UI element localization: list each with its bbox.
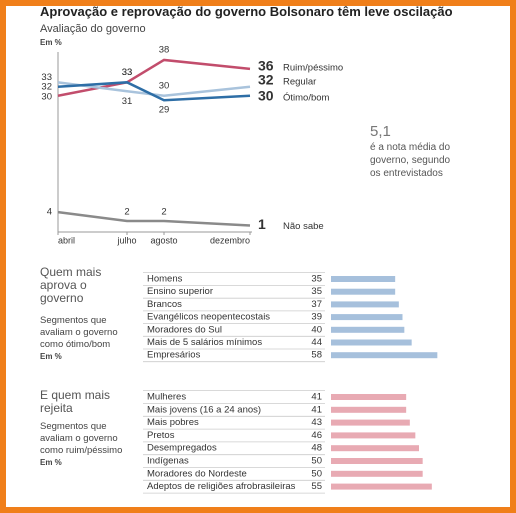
unit-label: Em % [40, 38, 62, 47]
value-label: 39 [311, 312, 322, 323]
category-label: Empresários [147, 350, 201, 361]
unit-label: Em % [40, 458, 62, 467]
bar [331, 352, 438, 359]
category-label: Moradores do Nordeste [147, 468, 247, 479]
value-label: 33 [122, 67, 133, 78]
x-tick-label: julho [116, 235, 136, 245]
value-label: 35 [311, 286, 322, 297]
value-label: 35 [311, 274, 322, 285]
category-label: Moradores do Sul [147, 324, 222, 335]
end-value-label: 32 [258, 72, 274, 88]
bar-title: E quem mais rejeita [40, 388, 111, 415]
x-tick-label: agosto [150, 235, 177, 245]
bar [331, 276, 396, 282]
bar [331, 445, 419, 452]
value-label: 4 [47, 207, 52, 218]
value-label: 41 [311, 392, 322, 403]
end-value-label: 1 [258, 216, 266, 232]
bar [331, 432, 416, 439]
series-line [57, 81, 251, 102]
value-label: 2 [161, 207, 166, 218]
legend-label: Ótimo/bom [283, 92, 330, 103]
category-label: Mais pobres [147, 417, 199, 428]
value-label: 29 [159, 105, 170, 116]
value-label: 30 [41, 91, 52, 102]
value-label: 32 [41, 81, 52, 92]
value-label: 50 [311, 468, 322, 479]
value-label: 41 [311, 404, 322, 415]
bar [331, 301, 399, 308]
value-label: 38 [159, 44, 170, 55]
bar [331, 419, 410, 426]
category-label: Mulheres [147, 392, 186, 403]
bar [331, 326, 405, 333]
value-label: 50 [311, 456, 322, 467]
value-label: 48 [311, 443, 322, 454]
value-label: 43 [311, 417, 322, 428]
value-label: 30 [159, 80, 170, 91]
category-label: Brancos [147, 299, 182, 310]
end-value-label: 30 [258, 87, 274, 103]
legend-label: Regular [283, 76, 316, 87]
category-label: Ensino superior [147, 286, 213, 297]
category-label: Pretos [147, 430, 175, 441]
value-label: 33 [41, 72, 52, 83]
category-label: Mais jovens (16 a 24 anos) [147, 404, 261, 415]
legend-label: Ruim/péssimo [283, 62, 343, 73]
note-value: 5,1 [370, 123, 391, 140]
bar [331, 288, 396, 295]
bar [331, 483, 432, 490]
bar-subtitle: Segmentos que avaliam o governo como óti… [40, 315, 118, 350]
bar [331, 339, 412, 346]
bar [331, 470, 423, 477]
value-label: 58 [311, 350, 322, 361]
series-line [57, 81, 251, 98]
subtitle: Avaliação do governo [40, 23, 146, 35]
x-tick-label: dezembro [210, 235, 250, 245]
category-label: Mais de 5 salários mínimos [147, 337, 262, 348]
series-line [57, 210, 251, 227]
value-label: 55 [311, 481, 322, 492]
bar [331, 394, 407, 400]
value-label: 37 [311, 299, 322, 310]
bar-subtitle: Segmentos que avaliam o governo como rui… [40, 421, 123, 456]
series-line [57, 58, 251, 97]
category-label: Evangélicos neopentecostais [147, 312, 270, 323]
bar [331, 314, 403, 321]
unit-label: Em % [40, 352, 62, 361]
title: Aprovação e reprovação do governo Bolson… [40, 4, 453, 19]
category-label: Desempregados [147, 443, 217, 454]
bar-title: Quem mais aprova o governo [40, 265, 102, 305]
category-label: Homens [147, 274, 183, 285]
value-label: 44 [311, 337, 322, 348]
x-tick-label: abril [58, 235, 75, 245]
value-label: 31 [122, 96, 133, 107]
category-label: Indígenas [147, 456, 189, 467]
legend-label: Não sabe [283, 221, 324, 232]
value-label: 46 [311, 430, 322, 441]
end-value-label: 36 [258, 58, 274, 74]
bar [331, 406, 407, 413]
category-label: Adeptos de religiões afrobrasileiras [147, 481, 296, 492]
bar [331, 458, 423, 464]
note-text: é a nota média do governo, segundo os en… [370, 142, 451, 179]
value-label: 2 [124, 207, 129, 218]
value-label: 33 [122, 67, 133, 78]
value-label: 40 [311, 324, 322, 335]
